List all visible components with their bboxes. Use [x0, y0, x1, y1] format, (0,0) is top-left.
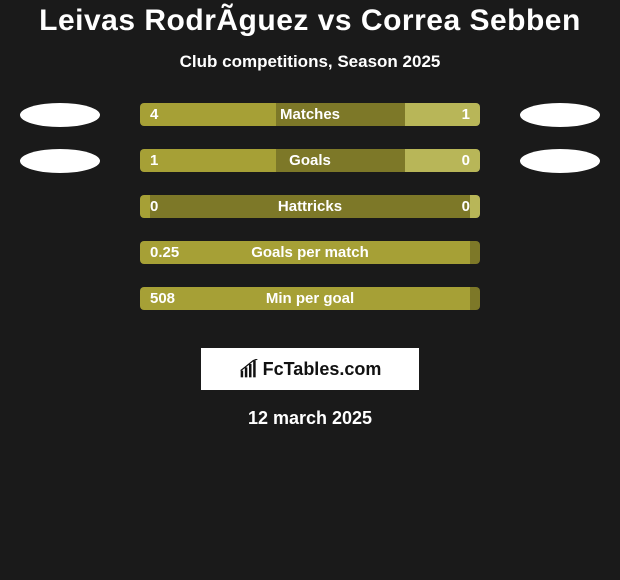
stat-label: Goals: [140, 149, 480, 172]
team-badge-left: [20, 149, 100, 173]
stats-comparison-card: Leivas RodrÃ­guez vs Correa Sebben Club …: [0, 0, 620, 429]
team-badge-right: [520, 103, 600, 127]
stat-label: Matches: [140, 103, 480, 126]
chart-icon: [239, 359, 259, 379]
stat-label: Goals per match: [140, 241, 480, 264]
stat-row: 0Hattricks0: [0, 192, 620, 238]
stat-value-right: 0: [462, 195, 470, 218]
stat-label: Hattricks: [140, 195, 480, 218]
footer-date: 12 march 2025: [0, 408, 620, 429]
branding-text: FcTables.com: [263, 359, 382, 380]
team-badge-right: [520, 149, 600, 173]
stat-rows: 4Matches11Goals00Hattricks00.25Goals per…: [0, 100, 620, 330]
page-title: Leivas RodrÃ­guez vs Correa Sebben: [0, 4, 620, 38]
team-badge-left: [20, 103, 100, 127]
stat-value-right: 0: [462, 149, 470, 172]
stat-row: 4Matches1: [0, 100, 620, 146]
stat-label: Min per goal: [140, 287, 480, 310]
stat-value-right: 1: [462, 103, 470, 126]
stat-row: 1Goals0: [0, 146, 620, 192]
subtitle: Club competitions, Season 2025: [0, 52, 620, 72]
stat-row: 0.25Goals per match: [0, 238, 620, 284]
stat-row: 508Min per goal: [0, 284, 620, 330]
branding-box: FcTables.com: [201, 348, 419, 390]
